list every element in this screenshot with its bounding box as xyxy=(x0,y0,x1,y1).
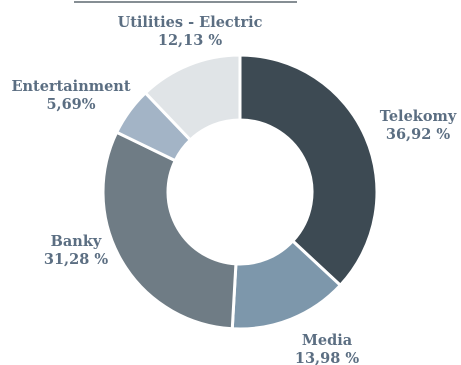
slice-label: Entertainment xyxy=(11,78,130,95)
slice-value-label: 13,98 % xyxy=(295,350,359,365)
slice-label: Media xyxy=(302,332,353,349)
slice-value-label: 5,69% xyxy=(46,96,95,113)
slice-value-label: 36,92 % xyxy=(386,126,450,143)
slice-telekomy xyxy=(238,53,379,288)
slice-value-label: 12,13 % xyxy=(158,32,222,49)
slice-label: Telekomy xyxy=(380,108,457,125)
chart-slices xyxy=(101,53,379,331)
slice-value-label: 31,28 % xyxy=(44,251,108,268)
slice-utilities-electric xyxy=(143,53,242,143)
slice-banky xyxy=(101,130,238,331)
slice-label: Banky xyxy=(51,233,102,250)
slice-label: Utilities - Electric xyxy=(118,14,263,31)
